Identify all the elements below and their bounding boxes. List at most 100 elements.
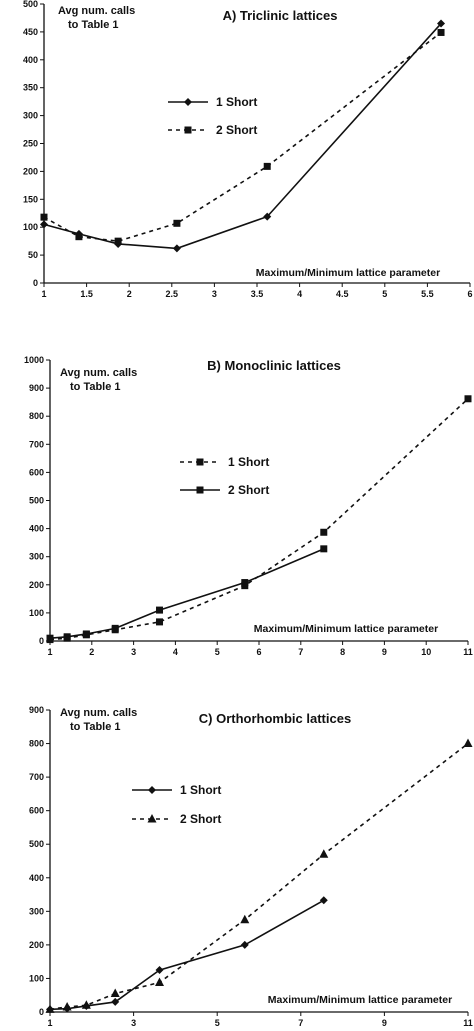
y-tick-label: 100 [23, 222, 38, 232]
x-tick-label: 1 [47, 1018, 52, 1028]
series-2-point [463, 738, 473, 748]
legend-label-2: 2 Short [228, 483, 269, 497]
series-1-point [464, 395, 472, 403]
y-tick-label: 600 [29, 467, 44, 477]
series-2-point [437, 28, 445, 36]
y-tick-label: 500 [29, 496, 44, 506]
series-2-point [45, 1004, 55, 1013]
series-2-point [110, 988, 120, 998]
y-tick-label: 0 [33, 278, 38, 288]
series-1-point [111, 997, 120, 1006]
x-tick-label: 7 [298, 647, 303, 657]
series-2-point [173, 219, 181, 227]
x-tick-label: 1.5 [80, 289, 93, 299]
series-line-1 [43, 22, 442, 250]
y-tick-label: 200 [29, 580, 44, 590]
series-2-point [114, 237, 122, 245]
series-2-point [40, 213, 48, 221]
series-2-point [46, 634, 54, 642]
series-2-point [81, 1000, 91, 1009]
y-tick-label: 800 [29, 739, 44, 749]
x-tick-label: 9 [382, 1018, 387, 1028]
legend-marker-2 [196, 486, 204, 494]
legend-label-1: 1 Short [216, 95, 257, 109]
y-tick-label: 700 [29, 772, 44, 782]
y-tick-label: 400 [29, 524, 44, 534]
legend-label-2: 2 Short [216, 123, 257, 137]
series-2-point [263, 162, 271, 170]
y-tick-label: 200 [29, 940, 44, 950]
y-axis-label: to Table 1 [70, 381, 121, 393]
legend-label-2: 2 Short [180, 812, 221, 826]
x-tick-label: 11 [463, 647, 473, 657]
y-tick-label: 300 [29, 906, 44, 916]
y-axis-label: Avg num. calls [60, 367, 137, 379]
x-tick-label: 9 [382, 647, 387, 657]
x-axis-label: Maximum/Minimum lattice parameter [268, 994, 452, 1006]
legend-marker-1 [148, 786, 156, 794]
series-1-point [240, 940, 249, 949]
legend-label-1: 1 Short [228, 455, 269, 469]
x-tick-label: 5.5 [421, 289, 434, 299]
x-tick-label: 4 [173, 647, 178, 657]
series-1-point [437, 19, 446, 28]
y-tick-label: 400 [29, 873, 44, 883]
chart-title: C) Orthorhombic lattices [199, 711, 351, 726]
y-tick-label: 500 [29, 839, 44, 849]
y-tick-label: 0 [39, 636, 44, 646]
series-1-point [156, 618, 164, 626]
series-line-2 [43, 31, 442, 242]
y-tick-label: 50 [28, 250, 38, 260]
y-tick-label: 900 [29, 383, 44, 393]
y-tick-label: 300 [29, 552, 44, 562]
x-tick-label: 2.5 [166, 289, 179, 299]
x-tick-label: 3 [131, 647, 136, 657]
y-tick-label: 200 [23, 166, 38, 176]
x-tick-label: 1 [41, 289, 46, 299]
series-1-point [263, 212, 272, 221]
x-tick-label: 6 [467, 289, 472, 299]
chart-panel-3: 0 100 200 300 400 500 600 700 800 900 1 3 5 7 9 11 C) Or… [29, 705, 473, 1028]
chart-title: A) Triclinic lattices [223, 8, 338, 23]
y-tick-label: 100 [29, 973, 44, 983]
x-tick-label: 1 [47, 647, 52, 657]
series-2-point [319, 849, 329, 858]
y-tick-label: 0 [39, 1007, 44, 1017]
y-axis-label: to Table 1 [70, 721, 121, 733]
series-2-point [155, 977, 165, 986]
y-tick-label: 700 [29, 439, 44, 449]
legend-label-1: 1 Short [180, 783, 221, 797]
x-tick-label: 5 [382, 289, 387, 299]
y-tick-label: 500 [23, 0, 38, 9]
series-line-1 [49, 899, 325, 1011]
chart-title: B) Monoclinic lattices [207, 358, 341, 373]
legend-marker-1 [184, 98, 192, 106]
x-tick-label: 2 [127, 289, 132, 299]
y-tick-label: 350 [23, 83, 38, 93]
series-2-point [75, 233, 83, 241]
y-tick-label: 1000 [24, 355, 44, 365]
series-line-1 [49, 398, 469, 641]
x-tick-label: 5 [215, 1018, 220, 1028]
x-tick-label: 10 [421, 647, 431, 657]
y-axis-label: Avg num. calls [60, 707, 137, 719]
y-tick-label: 450 [23, 27, 38, 37]
x-tick-label: 8 [340, 647, 345, 657]
x-tick-label: 2 [89, 647, 94, 657]
y-tick-label: 800 [29, 411, 44, 421]
x-tick-label: 3 [212, 289, 217, 299]
series-2-point [320, 545, 328, 553]
series-2-point [82, 630, 90, 638]
y-tick-label: 600 [29, 806, 44, 816]
series-1-point [319, 896, 328, 905]
x-tick-label: 6 [256, 647, 261, 657]
y-tick-label: 150 [23, 194, 38, 204]
legend-marker-2 [184, 126, 192, 134]
series-1-point [320, 528, 328, 536]
x-tick-label: 3 [131, 1018, 136, 1028]
chart-panel-1: 0 50 100 150 200 250 300 350 400 450 500 1 1.5 2 2.5 3 3… [23, 0, 473, 299]
legend-marker-1 [196, 458, 204, 466]
series-1-point [155, 966, 164, 975]
series-2-point [241, 579, 249, 587]
